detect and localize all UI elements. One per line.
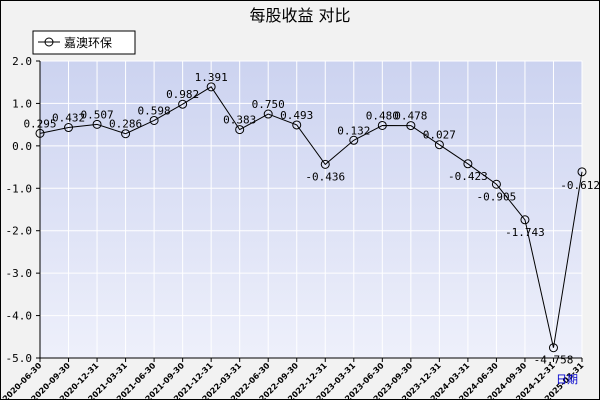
chart-title: 每股收益 对比 (249, 6, 350, 25)
data-point (377, 120, 387, 130)
data-point (349, 135, 359, 145)
plot-area (40, 61, 582, 358)
y-tick-label: -4.0 (6, 310, 33, 323)
data-point (178, 99, 188, 109)
y-tick-label: -3.0 (6, 267, 33, 280)
data-label: -0.436 (305, 170, 345, 183)
series-line (39, 86, 583, 348)
x-axis-label: 日期 (556, 373, 578, 386)
data-label: 0.295 (23, 117, 56, 130)
data-label: 1.391 (195, 71, 228, 84)
data-point (292, 120, 302, 130)
data-label: 0.493 (280, 109, 313, 122)
data-point (263, 109, 273, 119)
data-point (491, 179, 501, 189)
data-label: 0.432 (52, 112, 85, 125)
y-tick-label: 2.0 (12, 55, 32, 68)
data-label: 0.132 (337, 124, 370, 137)
data-label: -1.743 (505, 226, 545, 239)
data-label: 0.598 (138, 104, 171, 117)
data-label: 0.383 (223, 114, 256, 127)
y-tick-label: 0.0 (12, 140, 32, 153)
data-label: 0.478 (394, 110, 427, 123)
data-point (35, 128, 45, 138)
data-label: -0.423 (448, 170, 488, 183)
y-tick-label: -1.0 (6, 182, 33, 195)
y-tick-label: -2.0 (6, 225, 33, 238)
data-label: 0.480 (366, 109, 399, 122)
data-label: 0.286 (109, 118, 142, 131)
y-tick-label: 1.0 (12, 97, 32, 110)
data-point (121, 129, 131, 139)
legend-label: 嘉澳环保 (64, 36, 112, 50)
data-label: -0.905 (477, 190, 517, 203)
data-point (548, 343, 558, 353)
data-label: -0.612 (560, 179, 600, 192)
y-tick-label: -5.0 (6, 352, 33, 365)
data-point (320, 159, 330, 169)
data-label: 0.027 (423, 129, 456, 142)
legend-box (32, 30, 136, 55)
data-label: 0.750 (252, 98, 285, 111)
data-point (463, 159, 473, 169)
data-point (92, 119, 102, 129)
data-label: 0.982 (166, 88, 199, 101)
data-point (64, 123, 74, 133)
data-point (206, 82, 216, 92)
data-point (406, 121, 416, 131)
data-label: -4.758 (534, 354, 574, 367)
data-point (520, 215, 530, 225)
data-point (235, 125, 245, 135)
legend-marker (44, 37, 54, 47)
data-point (577, 167, 587, 177)
data-point (434, 140, 444, 150)
data-label: 0.507 (80, 108, 113, 121)
data-point (149, 115, 159, 125)
legend: 嘉澳环保 (32, 30, 136, 55)
